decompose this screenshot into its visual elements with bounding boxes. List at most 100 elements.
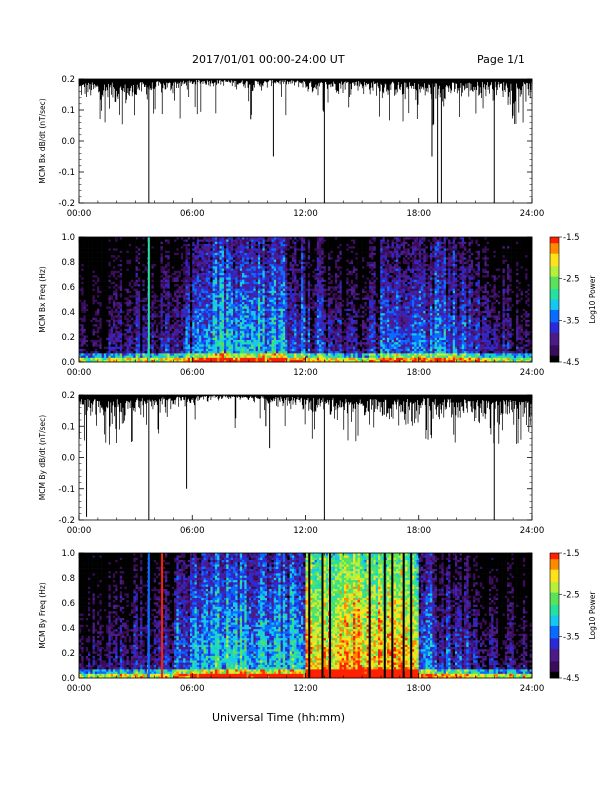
heat-cell xyxy=(248,353,252,356)
heat-cell xyxy=(180,272,184,276)
heat-cell xyxy=(208,248,211,251)
heat-cell xyxy=(165,319,168,323)
heat-cell xyxy=(235,290,238,294)
heat-cell xyxy=(196,254,200,258)
heat-cell xyxy=(239,330,243,334)
heat-cell xyxy=(149,252,152,256)
heat-cell xyxy=(97,301,100,305)
heat-cell xyxy=(83,344,87,347)
heat-cell xyxy=(237,277,241,280)
heat-cell xyxy=(235,261,238,265)
heat-cell xyxy=(103,348,107,352)
heat-cell xyxy=(183,359,186,363)
heat-cell xyxy=(187,281,191,285)
heat-cell xyxy=(144,306,148,309)
heat-cell xyxy=(271,341,275,345)
heat-cell xyxy=(140,359,143,363)
heat-cell xyxy=(85,350,89,354)
heat-cell xyxy=(99,324,102,327)
heat-cell xyxy=(242,239,245,242)
heat-cell xyxy=(108,297,111,300)
heat-cell xyxy=(185,303,189,307)
heat-cell xyxy=(144,243,148,247)
heat-cell xyxy=(124,357,127,361)
heat-cell xyxy=(122,321,125,325)
heat-cell xyxy=(192,321,195,325)
heat-cell xyxy=(83,328,87,332)
heat-cell xyxy=(246,248,250,251)
heat-cell xyxy=(201,252,204,256)
heat-cell xyxy=(264,295,268,298)
heat-cell xyxy=(112,317,116,320)
heat-cell xyxy=(101,346,105,349)
heat-cell xyxy=(180,359,184,363)
heat-cell xyxy=(239,277,243,280)
heat-cell xyxy=(187,321,191,325)
heat-cell xyxy=(201,359,204,363)
heat-cell xyxy=(269,337,272,340)
heat-cell xyxy=(83,270,87,274)
heat-cell xyxy=(219,357,222,361)
heat-cell xyxy=(94,339,98,343)
heat-cell xyxy=(165,312,168,316)
heat-cell xyxy=(160,241,164,244)
heat-cell xyxy=(88,259,91,262)
heat-cell xyxy=(271,297,275,300)
heat-cell xyxy=(230,288,234,291)
heat-cell xyxy=(264,277,268,280)
heat-cell xyxy=(167,317,170,320)
heat-cell xyxy=(180,299,184,303)
x-tick-label: 00:00 xyxy=(67,209,92,219)
heat-cell xyxy=(117,261,121,265)
heat-cell xyxy=(180,292,184,296)
heat-cell xyxy=(135,341,139,345)
heat-cell xyxy=(83,261,87,265)
heat-cell xyxy=(169,259,173,262)
heat-cell xyxy=(110,252,114,256)
heat-cell xyxy=(101,344,105,347)
heat-cell xyxy=(106,245,109,249)
heat-cell xyxy=(169,274,173,278)
heat-cell xyxy=(203,330,207,334)
heat-cell xyxy=(192,310,195,314)
heat-cell xyxy=(97,241,100,244)
heat-cell xyxy=(122,252,125,256)
heat-cell xyxy=(131,335,134,338)
heat-cell xyxy=(97,254,100,258)
heat-cell xyxy=(97,357,100,361)
heat-cell xyxy=(233,263,236,267)
heat-cell xyxy=(214,324,218,327)
heat-cell xyxy=(208,272,211,276)
heat-cell xyxy=(135,281,139,285)
heat-cell xyxy=(135,337,139,340)
heat-cell xyxy=(210,288,213,291)
heat-cell xyxy=(176,272,179,276)
heat-cell xyxy=(251,237,254,240)
heat-cell xyxy=(262,263,266,267)
heat-cell xyxy=(165,303,168,307)
heat-cell xyxy=(83,355,87,358)
heat-cell xyxy=(79,321,82,325)
heat-cell xyxy=(242,250,245,253)
heat-cell xyxy=(208,317,211,320)
heat-cell xyxy=(140,324,143,327)
heat-cell xyxy=(140,279,143,282)
heat-cell xyxy=(144,286,148,289)
heat-cell xyxy=(99,310,102,314)
heat-cell xyxy=(239,248,243,251)
heat-cell xyxy=(124,306,127,309)
heat-cell xyxy=(269,328,272,332)
heat-cell xyxy=(221,315,225,318)
heat-cell xyxy=(183,288,186,291)
heat-cell xyxy=(221,308,225,311)
heat-cell xyxy=(101,263,105,267)
heat-cell xyxy=(110,292,114,296)
heat-cell xyxy=(273,324,277,327)
heat-cell xyxy=(153,310,157,314)
heat-cell xyxy=(122,277,125,280)
heat-cell xyxy=(192,268,195,271)
heat-cell xyxy=(192,330,195,334)
heat-cell xyxy=(106,359,109,363)
heat-cell xyxy=(112,243,116,247)
heat-cell xyxy=(131,254,134,258)
